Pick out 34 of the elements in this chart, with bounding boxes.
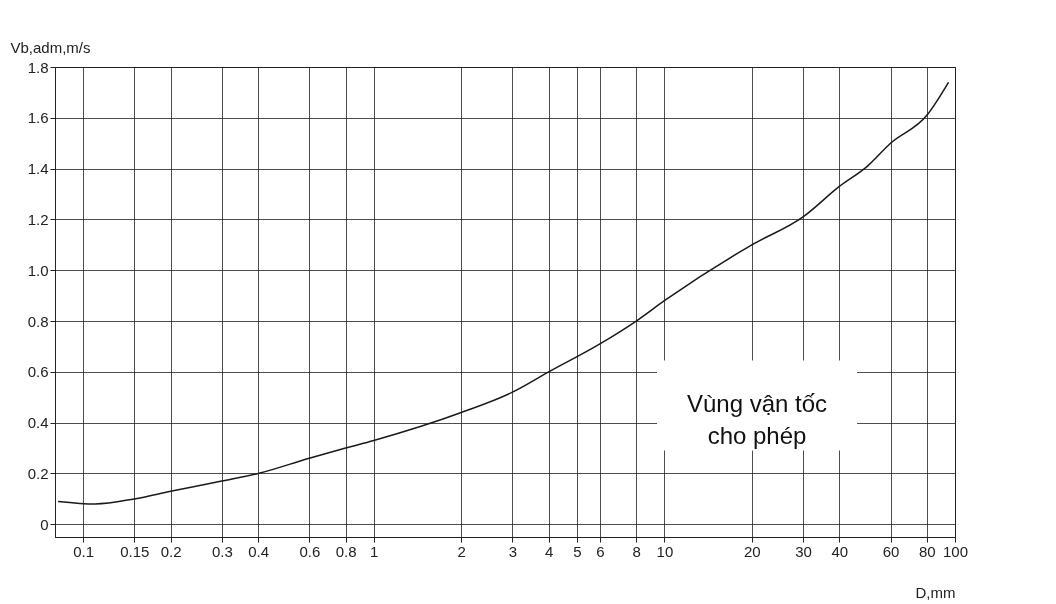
y-tick-label: 1.6 — [27, 109, 49, 127]
x-tick-label: 0.2 — [160, 542, 182, 560]
y-tick-label: 1.4 — [27, 160, 49, 178]
y-tick-label: 0.2 — [27, 464, 49, 482]
x-tick-label: 0.4 — [248, 542, 270, 560]
x-tick-label: 6 — [596, 542, 605, 560]
x-tick-label: 30 — [795, 542, 812, 560]
x-tick-label: 20 — [744, 542, 761, 560]
x-tick-label: 2 — [457, 542, 466, 560]
x-tick-label: 0.8 — [335, 542, 357, 560]
x-tick-label: 0.15 — [120, 542, 150, 560]
x-tick-label: 4 — [545, 542, 554, 560]
y-tick-label: 0.4 — [27, 414, 49, 432]
x-tick-label: 60 — [882, 542, 900, 560]
annotation: Vùng vận tốc cho phép — [686, 390, 828, 450]
x-tick-label: 5 — [573, 542, 582, 560]
y-tick-label: 0.6 — [27, 363, 49, 381]
x-tick-label: 10 — [656, 542, 674, 560]
x-tick-label: 3 — [508, 542, 518, 560]
y-tick-label: 0 — [40, 515, 49, 533]
x-tick-label: 0.1 — [73, 542, 95, 560]
y-tick-label: 1.0 — [27, 261, 49, 279]
y-tick-label: 0.8 — [27, 312, 49, 330]
x-tick-label: 40 — [831, 542, 849, 560]
x-tick-label: 0.3 — [211, 542, 233, 560]
x-axis-title: D,mm — [915, 583, 956, 601]
x-tick-label: 80 — [918, 542, 936, 560]
y-tick-label: 1.8 — [27, 58, 49, 76]
x-tick-label: 1 — [370, 542, 379, 560]
y-axis-title: Vb,adm,m/s — [10, 38, 91, 56]
x-tick-label: 100 — [942, 542, 969, 560]
x-tick-label: 8 — [632, 542, 641, 560]
x-tick-label: 0.6 — [299, 542, 321, 560]
y-tick-label: 1.2 — [27, 210, 49, 228]
